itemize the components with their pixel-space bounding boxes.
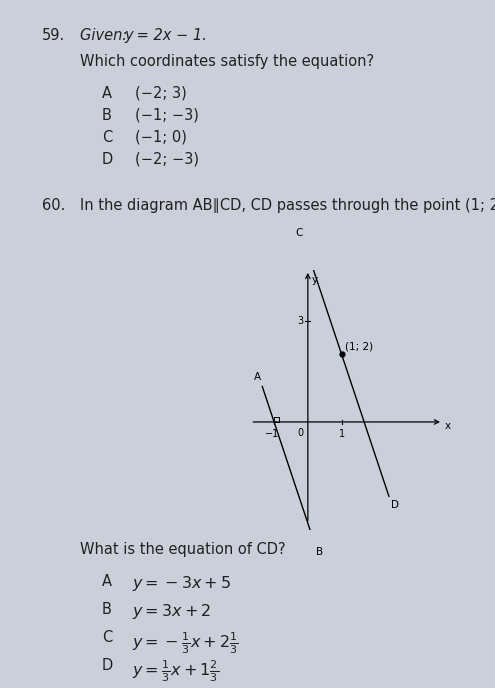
Text: 1: 1: [339, 429, 345, 440]
Text: 59.: 59.: [42, 28, 65, 43]
Text: In the diagram AB∥CD, CD passes through the point (1; 2).: In the diagram AB∥CD, CD passes through …: [80, 198, 495, 213]
Text: A: A: [254, 372, 261, 383]
Text: 3: 3: [297, 316, 304, 325]
Text: −1: −1: [265, 429, 280, 440]
Text: (1; 2): (1; 2): [345, 342, 373, 352]
Text: C: C: [102, 630, 112, 645]
Text: A: A: [102, 86, 112, 101]
Text: Which coordinates satisfy the equation?: Which coordinates satisfy the equation?: [80, 54, 374, 69]
Text: 0: 0: [297, 428, 304, 438]
Text: (−1; −3): (−1; −3): [135, 108, 199, 123]
Text: C: C: [102, 130, 112, 145]
Text: B: B: [316, 547, 323, 557]
Text: $y=3x+2$: $y=3x+2$: [132, 602, 211, 621]
Text: $y=-3x+5$: $y=-3x+5$: [132, 574, 231, 593]
Text: x: x: [445, 421, 451, 431]
Text: D: D: [102, 658, 113, 673]
Text: D: D: [102, 152, 113, 167]
Text: = 2x − 1.: = 2x − 1.: [132, 28, 207, 43]
Text: B: B: [102, 108, 112, 123]
Text: (−2; 3): (−2; 3): [135, 86, 187, 101]
Text: D: D: [391, 499, 398, 510]
Text: (−2; −3): (−2; −3): [135, 152, 199, 167]
Text: A: A: [102, 574, 112, 589]
Text: 60.: 60.: [42, 198, 65, 213]
Text: C: C: [296, 228, 303, 238]
Text: y: y: [311, 275, 317, 285]
Text: $y=\frac{1}{3}x+1\frac{2}{3}$: $y=\frac{1}{3}x+1\frac{2}{3}$: [132, 658, 219, 684]
Text: y: y: [124, 28, 133, 43]
Text: $y=-\frac{1}{3}x+2\frac{1}{3}$: $y=-\frac{1}{3}x+2\frac{1}{3}$: [132, 630, 239, 656]
Text: B: B: [102, 602, 112, 617]
Text: (−1; 0): (−1; 0): [135, 130, 187, 145]
Text: Given:: Given:: [80, 28, 132, 43]
Text: What is the equation of CD?: What is the equation of CD?: [80, 542, 286, 557]
